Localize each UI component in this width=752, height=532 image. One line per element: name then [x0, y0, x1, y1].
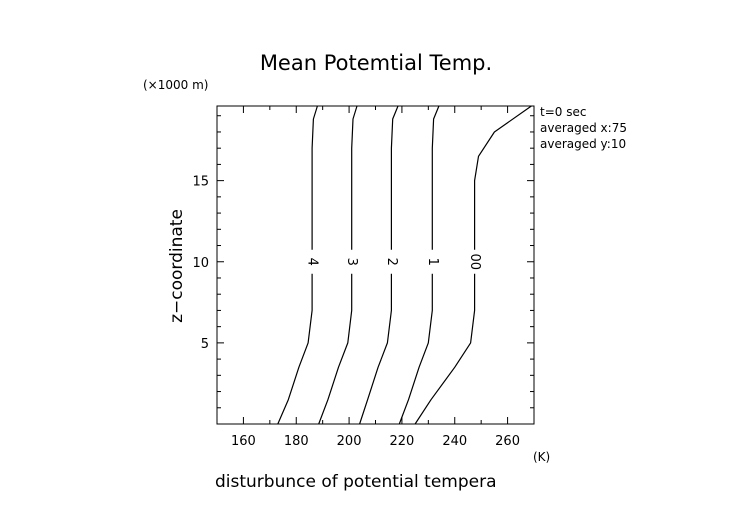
annotation-avg-x: averaged x:75: [540, 121, 627, 135]
annotation-time: t=0 sec: [540, 105, 586, 119]
contour-label-bg: [306, 249, 319, 274]
contour-label-bg: [385, 249, 398, 274]
annotation-avg-y: averaged y:10: [540, 137, 626, 151]
y-axis-label: z−coordinate: [167, 209, 187, 323]
x-tick-label: 220: [390, 434, 415, 449]
contour-label-bg: [345, 249, 358, 274]
x-tick-label: 200: [337, 434, 362, 449]
series-line-2: [359, 105, 399, 425]
contour-label-2: 2: [384, 258, 399, 266]
y-unit-label: (×1000 m): [143, 78, 208, 92]
contour-label-3: 1: [425, 258, 440, 266]
x-tick-label: 260: [495, 434, 520, 449]
contour-label-bg: [426, 249, 439, 274]
contour-label-1: 3: [344, 258, 359, 266]
contour-label-0: 4: [305, 258, 320, 266]
x-tick-label: 160: [231, 434, 256, 449]
series-line-0: [277, 105, 318, 425]
series-group: 4 3 2 1 00: [277, 105, 532, 425]
series-line-1: [318, 105, 358, 425]
series-line-3: [398, 105, 440, 425]
y-tick-label: 15: [192, 175, 209, 190]
y-tick-label: 5: [201, 337, 209, 352]
y-tick-label: 10: [192, 256, 209, 271]
contour-label-4: 00: [467, 253, 482, 270]
x-tick-label: 240: [442, 434, 467, 449]
series-line-4: [414, 105, 532, 425]
x-axis-label: disturbunce of potential tempera: [215, 472, 497, 492]
right-mask: [640, 100, 752, 160]
x-unit-label: (K): [533, 450, 550, 464]
chart-title: Mean Potemtial Temp.: [260, 51, 492, 75]
contour-label-bg: [468, 249, 481, 274]
x-tick-label: 180: [284, 434, 309, 449]
